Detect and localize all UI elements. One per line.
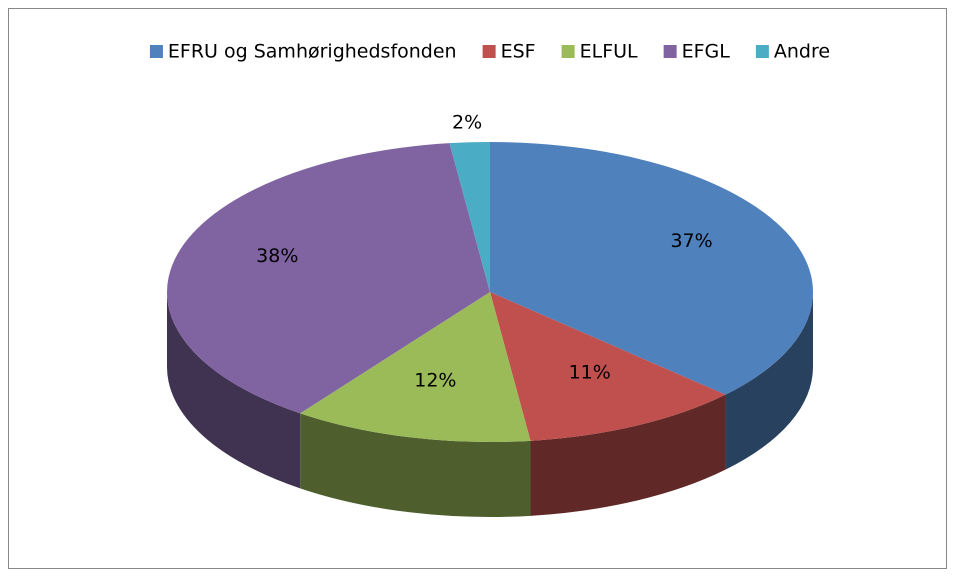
pie-side bbox=[530, 394, 726, 516]
pie-slice bbox=[490, 142, 813, 395]
legend-swatch bbox=[663, 45, 677, 58]
legend-label: EFRU og Samhørighedsfonden bbox=[168, 41, 457, 63]
pie-slice bbox=[490, 292, 726, 441]
data-label: 11% bbox=[569, 361, 611, 383]
pie-side bbox=[725, 292, 813, 470]
pie-slice bbox=[300, 292, 531, 442]
legend-label: EFGL bbox=[682, 41, 731, 63]
legend-swatch bbox=[561, 45, 575, 58]
legend-label: ELFUL bbox=[580, 41, 638, 63]
data-label: 38% bbox=[256, 245, 298, 267]
legend-swatch bbox=[482, 45, 496, 58]
legend-swatch bbox=[755, 45, 769, 58]
legend-label: ESF bbox=[501, 41, 536, 63]
pie-side bbox=[300, 413, 531, 517]
legend-swatch bbox=[149, 45, 163, 58]
pie-slice bbox=[449, 142, 490, 292]
pie-side bbox=[167, 292, 301, 489]
data-label: 2% bbox=[452, 111, 482, 133]
data-label: 12% bbox=[414, 369, 456, 391]
legend-label: Andre bbox=[774, 41, 830, 63]
pie-slice bbox=[166, 143, 490, 414]
data-label: 37% bbox=[670, 230, 712, 252]
